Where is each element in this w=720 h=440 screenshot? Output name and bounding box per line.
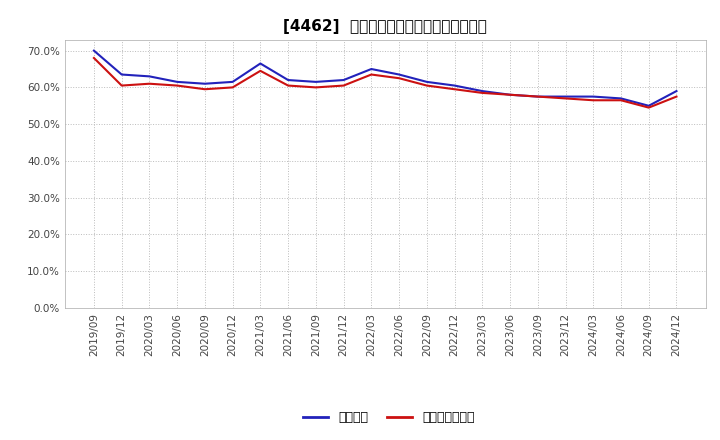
- 固定比率: [561, 94, 570, 99]
- 固定比率: [616, 96, 625, 101]
- 固定比率: [478, 88, 487, 94]
- 固定比率: [395, 72, 403, 77]
- 固定比率: [505, 92, 514, 97]
- 固定長期適合率: [145, 81, 154, 86]
- 固定長期適合率: [339, 83, 348, 88]
- 固定長期適合率: [478, 90, 487, 95]
- 固定長期適合率: [173, 83, 181, 88]
- 固定比率: [423, 79, 431, 84]
- 固定比率: [312, 79, 320, 84]
- 固定長期適合率: [589, 98, 598, 103]
- 固定長期適合率: [534, 94, 542, 99]
- 固定長期適合率: [89, 55, 98, 61]
- Title: [4462]  固定比率、固定長期適合率の推移: [4462] 固定比率、固定長期適合率の推移: [283, 19, 487, 34]
- 固定比率: [644, 103, 653, 108]
- 固定比率: [201, 81, 210, 86]
- 固定比率: [228, 79, 237, 84]
- Legend: 固定比率, 固定長期適合率: 固定比率, 固定長期適合率: [298, 407, 480, 429]
- 固定比率: [256, 61, 265, 66]
- 固定比率: [117, 72, 126, 77]
- 固定長期適合率: [616, 98, 625, 103]
- 固定長期適合率: [561, 96, 570, 101]
- 固定比率: [284, 77, 292, 83]
- 固定長期適合率: [256, 68, 265, 73]
- 固定長期適合率: [117, 83, 126, 88]
- 固定比率: [534, 94, 542, 99]
- 固定長期適合率: [228, 85, 237, 90]
- 固定比率: [145, 74, 154, 79]
- 固定長期適合率: [284, 83, 292, 88]
- 固定長期適合率: [672, 94, 681, 99]
- 固定比率: [672, 88, 681, 94]
- 固定長期適合率: [423, 83, 431, 88]
- 固定比率: [367, 66, 376, 72]
- 固定長期適合率: [505, 92, 514, 97]
- 固定長期適合率: [395, 76, 403, 81]
- 固定比率: [173, 79, 181, 84]
- 固定長期適合率: [367, 72, 376, 77]
- Line: 固定比率: 固定比率: [94, 51, 677, 106]
- 固定長期適合率: [644, 105, 653, 110]
- 固定比率: [339, 77, 348, 83]
- 固定長期適合率: [450, 87, 459, 92]
- 固定長期適合率: [201, 87, 210, 92]
- 固定比率: [589, 94, 598, 99]
- Line: 固定長期適合率: 固定長期適合率: [94, 58, 677, 108]
- 固定長期適合率: [312, 85, 320, 90]
- 固定比率: [89, 48, 98, 53]
- 固定比率: [450, 83, 459, 88]
